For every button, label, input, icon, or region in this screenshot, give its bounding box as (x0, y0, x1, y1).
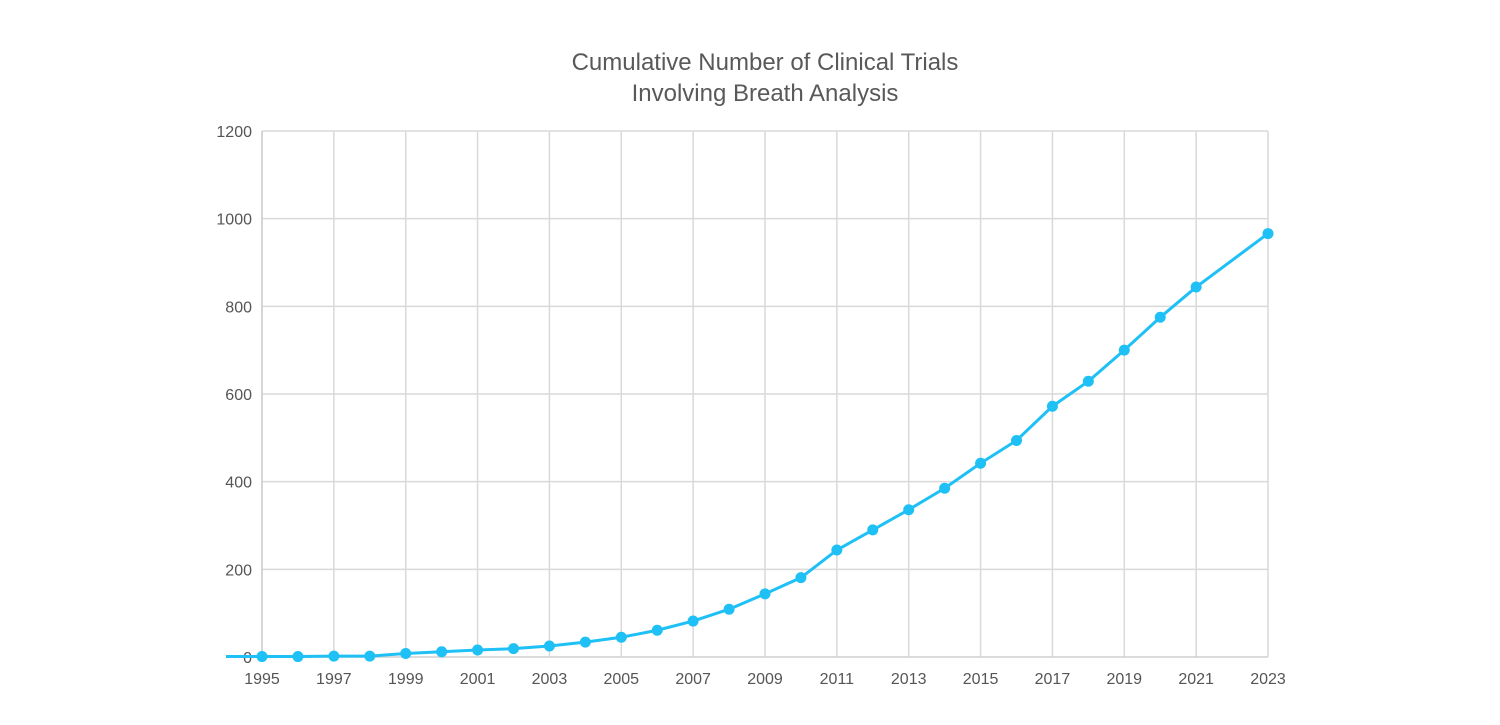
chart-title-line-1: Cumulative Number of Clinical Trials (572, 49, 959, 76)
data-point (1046, 400, 1058, 412)
data-point (328, 650, 340, 662)
data-point (903, 504, 915, 516)
x-tick-label: 2019 (1106, 671, 1142, 688)
x-tick-label: 2003 (532, 671, 568, 688)
chart-title-line-2: Involving Breath Analysis (632, 80, 899, 107)
y-tick-label: 1000 (216, 212, 252, 229)
data-point (579, 636, 591, 648)
x-tick-label: 2015 (963, 671, 999, 688)
data-point (436, 646, 448, 658)
data-point (543, 640, 555, 652)
y-tick-label: 1200 (216, 124, 252, 141)
data-point (1011, 434, 1022, 446)
data-point (1118, 344, 1130, 356)
y-tick-label: 800 (225, 299, 252, 316)
data-point (975, 457, 987, 469)
data-point (400, 647, 412, 659)
x-tick-label: 1999 (388, 671, 424, 688)
data-point (795, 572, 807, 584)
x-tick-labels: 1995 1997 1999 2001 2003 2005 2007 2009 2011 2013… (244, 671, 1286, 688)
data-point (508, 643, 519, 655)
x-tick-label: 2001 (460, 671, 496, 688)
y-tick-label: 200 (225, 562, 252, 579)
data-point (1262, 228, 1274, 240)
data-point (687, 615, 699, 627)
series-group (226, 228, 1274, 663)
data-point (759, 588, 771, 600)
x-tick-label: 2005 (603, 671, 639, 688)
data-point (1154, 311, 1166, 323)
y-tick-label: 400 (225, 475, 252, 492)
data-point (1082, 375, 1094, 387)
data-point (831, 544, 843, 556)
y-tick-labels: 0 200 400 600 800 1000 1200 (216, 124, 252, 667)
data-point (723, 603, 735, 615)
axes (226, 131, 1268, 658)
data-point (364, 650, 376, 662)
data-point (615, 631, 627, 643)
x-tick-label: 1997 (316, 671, 352, 688)
x-tick-label: 2017 (1035, 671, 1071, 688)
x-tick-label: 2013 (891, 671, 927, 688)
grid (261, 130, 1269, 657)
x-tick-label: 2007 (675, 671, 711, 688)
data-point (256, 651, 268, 663)
series-line (226, 232, 1269, 659)
x-tick-label: 2021 (1178, 671, 1214, 688)
data-point (472, 644, 484, 656)
x-tick-label: 1995 (244, 671, 280, 688)
data-point (1190, 281, 1202, 293)
data-point (292, 651, 304, 663)
x-tick-label: 2011 (820, 671, 855, 688)
chart-title: Cumulative Number of Clinical Trials Inv… (572, 49, 959, 107)
x-tick-label: 2023 (1250, 671, 1286, 688)
y-tick-label: 600 (225, 387, 252, 404)
y-tick-label: 0 (243, 650, 252, 667)
data-point (651, 624, 663, 636)
data-point (867, 524, 879, 536)
x-tick-label: 2009 (747, 671, 783, 688)
data-point (939, 482, 951, 494)
